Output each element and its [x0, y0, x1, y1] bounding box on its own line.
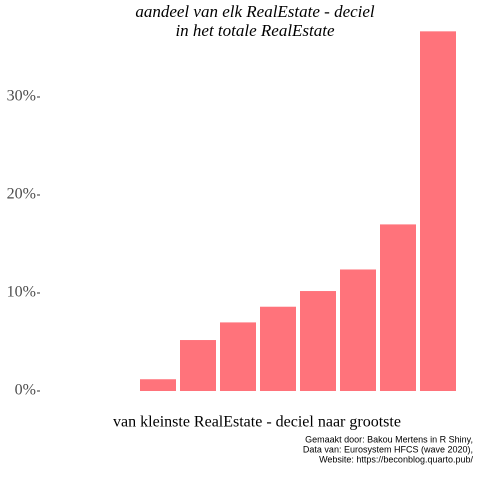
bar	[300, 291, 336, 391]
y-tick-label: 30%	[7, 88, 36, 105]
bar	[260, 306, 296, 391]
bar	[140, 379, 176, 391]
y-tick-label: 0%	[15, 382, 36, 399]
y-tick-label: 10%	[7, 284, 36, 301]
bar	[220, 322, 256, 391]
caption: Gemaakt door: Bakou Mertens in R Shiny,	[305, 434, 473, 444]
bar	[340, 269, 376, 391]
bar	[180, 340, 216, 391]
bar	[420, 31, 456, 392]
caption: Website: https://beconblog.quarto.pub/	[319, 454, 473, 464]
chart-title: in het totale RealEstate	[175, 21, 335, 40]
caption: Data van: Eurosystem HFCS (wave 2020),	[303, 444, 473, 454]
x-axis-label: van kleinste RealEstate - deciel naar gr…	[113, 414, 401, 431]
chart-title: aandeel van elk RealEstate - deciel	[135, 2, 375, 21]
bar	[380, 224, 416, 391]
y-tick-label: 20%	[7, 186, 36, 203]
